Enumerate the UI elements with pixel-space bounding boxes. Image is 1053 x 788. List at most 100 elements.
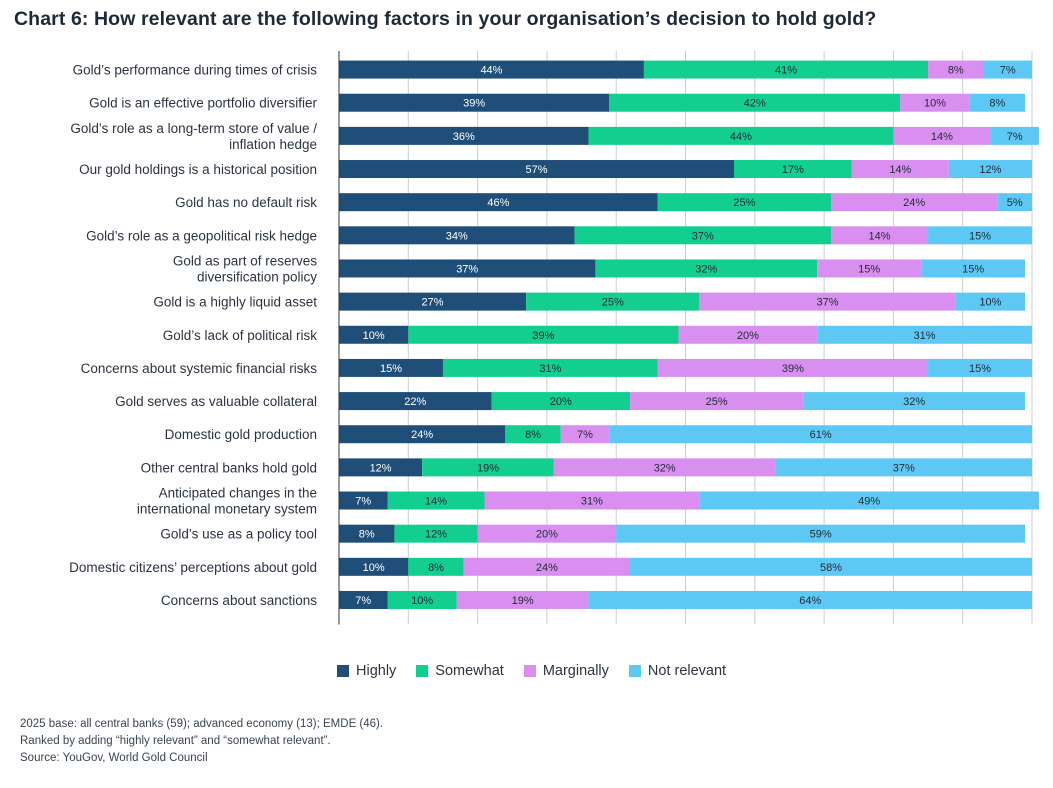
bar-segment-somewhat [526, 292, 700, 311]
data-label: 10% [363, 562, 385, 574]
bar-segment-highly [339, 458, 423, 477]
note-base: 2025 base: all central banks (59); advan… [20, 718, 384, 730]
data-label: 7% [355, 496, 371, 508]
data-label: 20% [550, 396, 572, 408]
bar-segment-marginally [484, 491, 700, 510]
bar-segment-not_relevant [775, 458, 1032, 477]
data-label: 32% [654, 462, 676, 474]
data-label: 61% [810, 429, 832, 441]
data-label: 7% [355, 595, 371, 607]
data-label: 39% [782, 363, 804, 375]
bar-segment-somewhat [643, 60, 929, 79]
bar-segment-highly [339, 60, 644, 79]
data-label: 41% [775, 65, 797, 77]
data-label: 57% [525, 164, 547, 176]
legend-label-highly: Highly [356, 663, 397, 679]
data-label: 44% [730, 131, 752, 143]
bar-segment-highly [339, 491, 388, 510]
bar-segment-somewhat [408, 557, 464, 576]
category-label: Gold serves as valuable collateral [115, 394, 317, 409]
bar-segment-marginally [477, 524, 617, 543]
bar-segment-marginally [893, 126, 991, 145]
data-label: 10% [363, 330, 385, 342]
data-label: 10% [924, 98, 946, 110]
category-label: Gold’s role as a geopolitical risk hedge [86, 228, 317, 243]
data-label: 34% [446, 230, 468, 242]
chart-legend: Highly Somewhat Marginally Not relevant [337, 663, 726, 679]
bar-segment-somewhat [442, 358, 658, 377]
category-label: Gold’s role as a long-term store of valu… [70, 121, 317, 152]
data-label: 24% [903, 197, 925, 209]
legend-swatch-marginally [523, 665, 536, 677]
data-label: 25% [733, 197, 755, 209]
data-label: 15% [858, 263, 880, 275]
bar-segment-not_relevant [990, 126, 1039, 145]
chart-title: Chart 6: How relevant are the following … [14, 8, 877, 30]
note-source: Source: YouGov, World Gold Council [20, 752, 208, 764]
category-label: Gold’s performance during times of crisi… [73, 63, 318, 78]
bar-segment-somewhat [588, 126, 894, 145]
data-label: 14% [931, 131, 953, 143]
legend-swatch-not-relevant [628, 665, 641, 677]
data-label: 37% [893, 462, 915, 474]
bar-segment-highly [339, 126, 589, 145]
bar-segment-not_relevant [630, 557, 1032, 576]
data-label: 46% [487, 197, 509, 209]
category-label: Concerns about systemic financial risks [81, 361, 318, 376]
bar-segment-not_relevant [928, 226, 1032, 245]
category-label: Domestic citizens’ perceptions about gol… [69, 560, 317, 575]
data-label: 14% [425, 496, 447, 508]
bar-segment-somewhat [595, 259, 818, 278]
bar-segment-not_relevant [969, 93, 1026, 112]
bar-segment-not_relevant [948, 160, 1032, 179]
bar-segment-highly [339, 425, 506, 444]
data-label: 15% [969, 363, 991, 375]
data-label: 25% [706, 396, 728, 408]
bar-segment-not_relevant [997, 193, 1032, 212]
bar-segment-somewhat [609, 93, 901, 112]
data-label: 10% [979, 297, 1001, 309]
legend-swatch-somewhat [416, 665, 429, 677]
data-label: 31% [914, 330, 936, 342]
bar-segment-not_relevant [699, 491, 1039, 510]
data-label: 22% [404, 396, 426, 408]
category-label: Concerns about sanctions [161, 593, 317, 608]
data-label: 27% [422, 297, 444, 309]
bar-segment-marginally [851, 160, 949, 179]
bar-segment-highly [339, 292, 527, 311]
data-label: 32% [903, 396, 925, 408]
data-label: 58% [820, 562, 842, 574]
bar-segment-not_relevant [983, 60, 1032, 79]
bar-segment-somewhat [387, 590, 457, 609]
bar-segment-highly [339, 358, 443, 377]
legend-item-highly: Highly [337, 663, 396, 679]
bar-segment-marginally [678, 325, 818, 344]
bar-segment-highly [339, 226, 575, 245]
data-label: 12% [979, 164, 1001, 176]
data-label: 32% [695, 263, 717, 275]
data-label: 19% [512, 595, 534, 607]
bar-segment-highly [339, 392, 492, 411]
category-label: Gold as part of reserves diversification … [173, 253, 317, 284]
category-label: Anticipated changes in the international … [137, 486, 317, 517]
data-label: 20% [737, 330, 759, 342]
bar-segment-marginally [699, 292, 956, 311]
category-label: Gold’s use as a policy tool [160, 527, 317, 542]
data-label: 17% [782, 164, 804, 176]
data-label: 15% [962, 263, 984, 275]
data-label: 19% [477, 462, 499, 474]
data-label: 37% [692, 230, 714, 242]
data-label: 20% [536, 529, 558, 541]
legend-label-not-relevant: Not relevant [647, 663, 727, 679]
bar-segment-not_relevant [616, 524, 1026, 543]
bar-segment-marginally [928, 60, 984, 79]
data-label: 7% [1000, 65, 1016, 77]
data-label: 24% [411, 429, 433, 441]
bar-segment-somewhat [394, 524, 478, 543]
category-label: Gold is a highly liquid asset [153, 295, 317, 310]
bar-segment-somewhat [574, 226, 832, 245]
bar-segment-not_relevant [817, 325, 1032, 344]
legend-label-somewhat: Somewhat [435, 663, 504, 679]
bar-segment-somewhat [491, 392, 631, 411]
data-label: 31% [581, 496, 603, 508]
